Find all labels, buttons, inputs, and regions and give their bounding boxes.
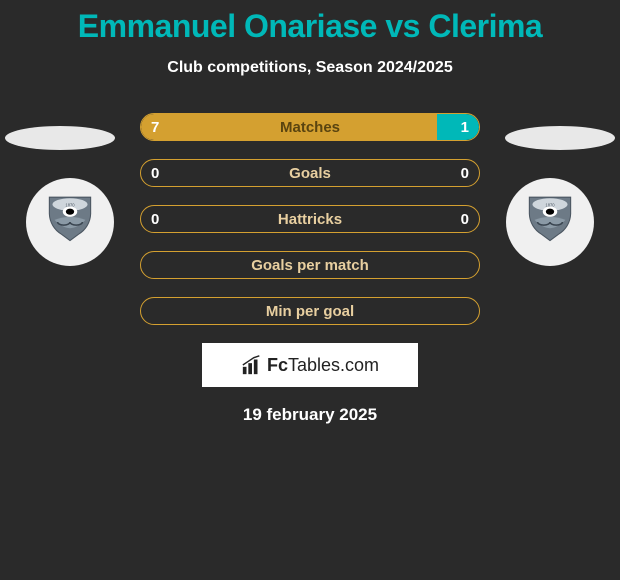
logo-text-com: .com xyxy=(340,355,379,375)
stat-bar-row: 00Hattricks xyxy=(140,205,480,233)
crest-icon: 1870 xyxy=(39,191,101,253)
stat-label: Goals per match xyxy=(141,252,479,278)
stat-bar-row: 00Goals xyxy=(140,159,480,187)
bar-chart-icon xyxy=(241,354,263,376)
date-label: 19 february 2025 xyxy=(0,405,620,425)
club-crest-right: 1870 xyxy=(506,178,594,266)
player-badge-right: 1870 xyxy=(500,178,600,266)
stat-bar-row: 71Matches xyxy=(140,113,480,141)
page-title: Emmanuel Onariase vs Clerima xyxy=(0,0,620,45)
crest-icon: 1870 xyxy=(519,191,581,253)
logo-text-tables: Tables xyxy=(288,355,340,375)
stat-label: Goals xyxy=(141,160,479,186)
stat-label: Hattricks xyxy=(141,206,479,232)
logo-text: FcTables.com xyxy=(267,355,379,376)
stat-label: Min per goal xyxy=(141,298,479,324)
club-crest-left: 1870 xyxy=(26,178,114,266)
comparison-bars: 71Matches 00Goals 00Hattricks Goals per mat… xyxy=(140,113,480,325)
player-badge-left: 1870 xyxy=(20,178,120,266)
stat-bar-row: Min per goal xyxy=(140,297,480,325)
player-shadow-right xyxy=(505,126,615,150)
player-shadow-left xyxy=(5,126,115,150)
attribution-logo: FcTables.com xyxy=(202,343,418,387)
logo-text-fc: Fc xyxy=(267,355,288,375)
stat-label: Matches xyxy=(141,114,479,140)
page-subtitle: Club competitions, Season 2024/2025 xyxy=(0,59,620,77)
stat-bar-row: Goals per match xyxy=(140,251,480,279)
